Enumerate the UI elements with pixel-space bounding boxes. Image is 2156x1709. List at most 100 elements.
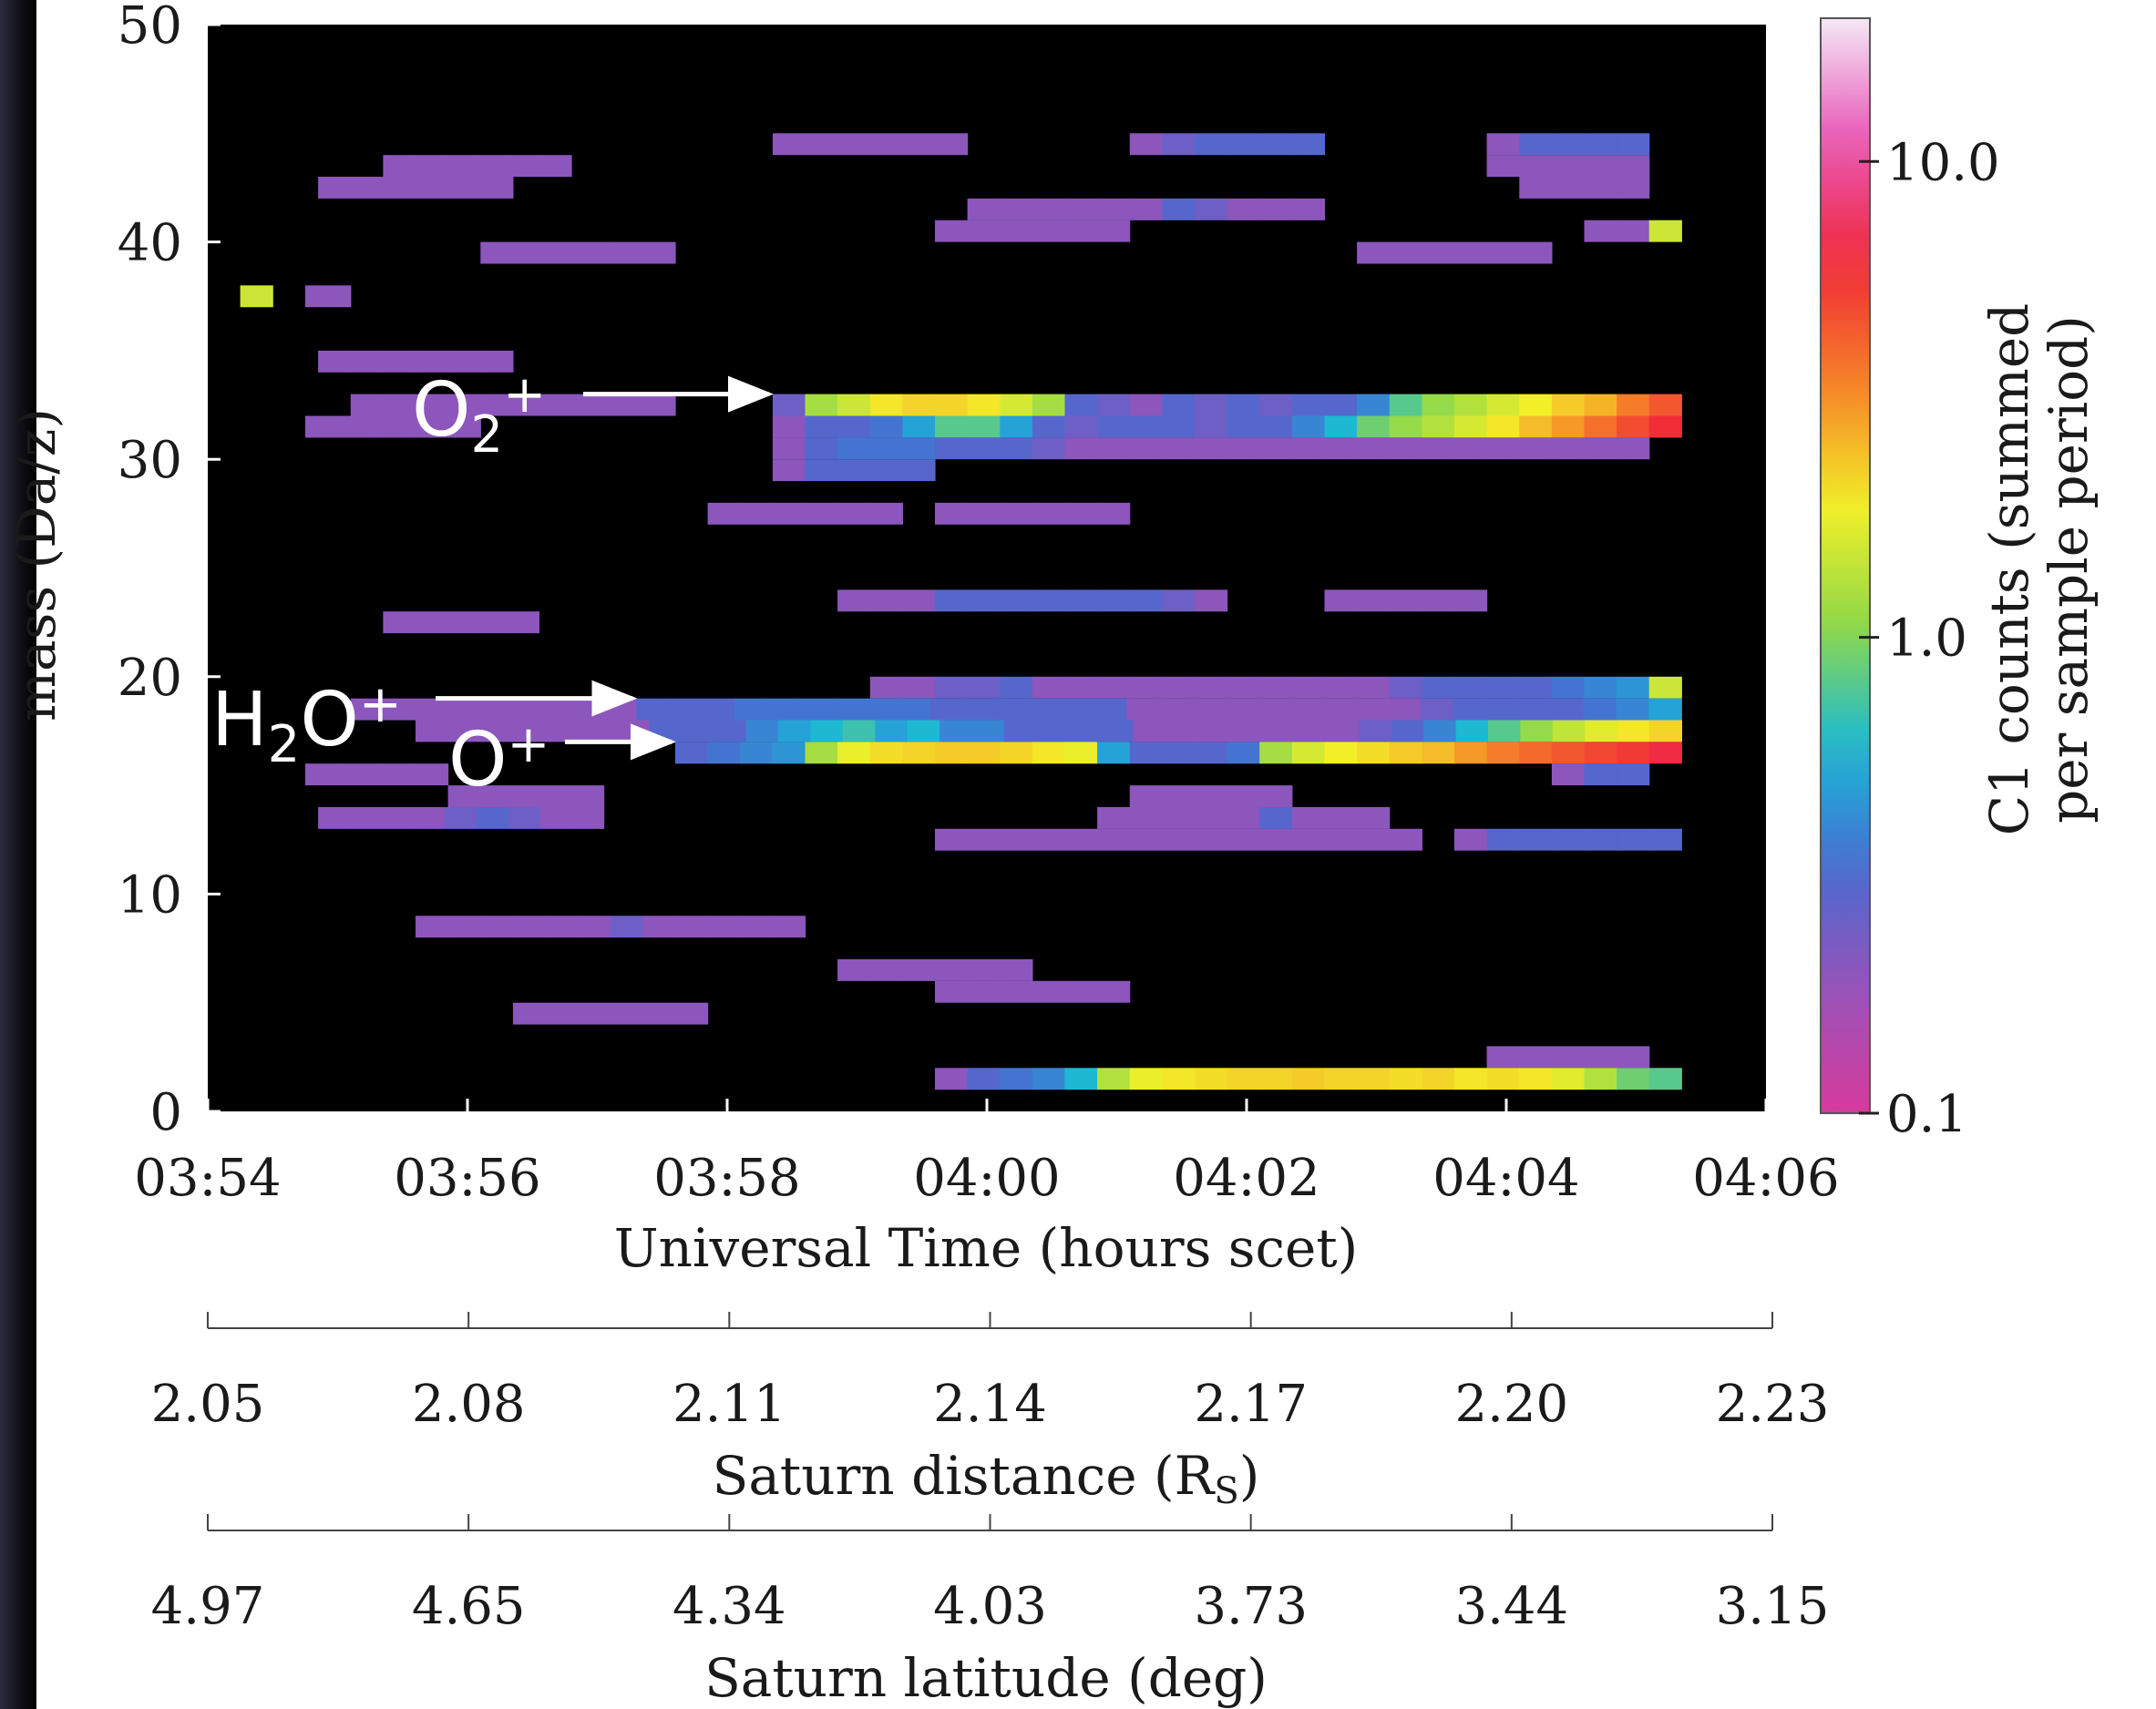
heatmap-cell (1584, 676, 1617, 699)
heatmap-cell (1191, 698, 1226, 721)
y-tick-label: 50 (118, 0, 182, 56)
heatmap-cell (1454, 437, 1488, 460)
heatmap-cell (1162, 589, 1196, 612)
heatmap-cell (1257, 698, 1290, 721)
heatmap-cell (714, 720, 747, 742)
heatmap-cell (447, 177, 481, 199)
heatmap-cell (1454, 394, 1488, 416)
heatmap-cell (1357, 828, 1391, 851)
heatmap-cell (675, 742, 709, 764)
heatmap-cell (1584, 177, 1617, 199)
heatmap-cell (1422, 394, 1455, 416)
heatmap-cell (447, 350, 481, 373)
heatmap-cell (1093, 698, 1127, 721)
heatmap-cell (995, 698, 1029, 721)
heatmap-cell (383, 394, 416, 416)
heatmap-cell (1584, 133, 1617, 156)
heatmap-cell (1162, 785, 1196, 807)
heatmap-cell (1324, 807, 1358, 829)
heatmap-cell (1259, 394, 1293, 416)
ion-label: H2O+ (211, 675, 402, 774)
heatmap-cell (1485, 698, 1519, 721)
heatmap-cell (1000, 1068, 1033, 1090)
heatmap-cell (1551, 415, 1586, 438)
heatmap-cell (1324, 437, 1358, 460)
heatmap-cell (383, 611, 416, 634)
heatmap-cell (1584, 437, 1617, 460)
heatmap-cell (1519, 133, 1553, 156)
heatmap-cell (902, 676, 936, 699)
heatmap-cell (448, 720, 483, 742)
heatmap-cell (1195, 785, 1228, 807)
heatmap-cell (1064, 1068, 1098, 1090)
heatmap-cell (669, 698, 703, 721)
x-axis-title: Universal Time (hours scet) (614, 1217, 1359, 1279)
heatmap-cell (1064, 220, 1098, 242)
heatmap-cell (416, 916, 449, 938)
heatmap-cell (1583, 698, 1617, 721)
heatmap-cell (1064, 502, 1098, 525)
heatmap-cell (304, 415, 341, 438)
heatmap-cell (381, 807, 415, 829)
heatmap-cell (1262, 720, 1296, 742)
heatmap-cell (837, 459, 871, 482)
heatmap-cell (510, 785, 542, 807)
y-axis-title: mass (Da/z) (5, 408, 67, 721)
secondary-tick-label: 2.05 (151, 1375, 265, 1434)
heatmap-cell (1064, 198, 1098, 220)
heatmap-cell (1259, 785, 1293, 807)
heatmap-cell (1097, 742, 1131, 764)
heatmap-cell (375, 415, 411, 438)
heatmap-cell (1357, 589, 1391, 612)
heatmap-cell (1519, 437, 1553, 460)
heatmap-cell (772, 459, 806, 482)
heatmap-cell (1158, 698, 1193, 721)
heatmap-cell (1195, 437, 1228, 460)
heatmap-cell (1224, 698, 1258, 721)
y-tick-label: 30 (118, 431, 182, 490)
heatmap-cell (1291, 676, 1326, 699)
heatmap-cell (1486, 394, 1520, 416)
heatmap-cell (1551, 437, 1586, 460)
heatmap-cell (1357, 742, 1391, 764)
heatmap-cell (1227, 133, 1260, 156)
heatmap-cell (707, 742, 741, 764)
heatmap-cell (1422, 676, 1455, 699)
heatmap-cell (1227, 198, 1260, 220)
heatmap-cell (967, 980, 1001, 1003)
heatmap-cell (929, 698, 964, 721)
heatmap-cell (1162, 394, 1196, 416)
heatmap-cell (967, 742, 1001, 764)
heatmap-cell (540, 698, 574, 721)
secondary-tick-label: 2.08 (412, 1375, 526, 1434)
heatmap-cell (1357, 241, 1391, 264)
heatmap-cell (1486, 1046, 1520, 1069)
heatmap-cell (1129, 133, 1163, 156)
heatmap-cell (304, 285, 352, 308)
heatmap-cell (1064, 980, 1098, 1003)
heatmap-cell (340, 415, 376, 438)
heatmap-cell (416, 720, 450, 742)
heatmap-cell (642, 394, 676, 416)
heatmap-cell (1227, 676, 1260, 699)
heatmap-cell (545, 394, 579, 416)
heatmap-cell (412, 763, 449, 786)
heatmap-cell (539, 155, 572, 178)
heatmap-cell (902, 394, 936, 416)
heatmap-cell (1519, 394, 1553, 416)
heatmap-cell (1486, 437, 1520, 460)
heatmap-cell (1162, 828, 1196, 851)
heatmap-cell (446, 155, 478, 178)
heatmap-cell (1389, 437, 1422, 460)
heatmap-cell (1227, 415, 1260, 438)
heatmap-cell (902, 459, 936, 482)
heatmap-cell (1488, 720, 1521, 742)
heatmap-cell (1195, 415, 1228, 438)
heatmap-cell (1227, 742, 1260, 764)
heatmap-cell (1129, 198, 1163, 220)
secondary-tick-label: 3.44 (1454, 1577, 1568, 1636)
heatmap-cell (1129, 807, 1163, 829)
heatmap-cell (1195, 394, 1228, 416)
heatmap-cell (1648, 676, 1682, 699)
